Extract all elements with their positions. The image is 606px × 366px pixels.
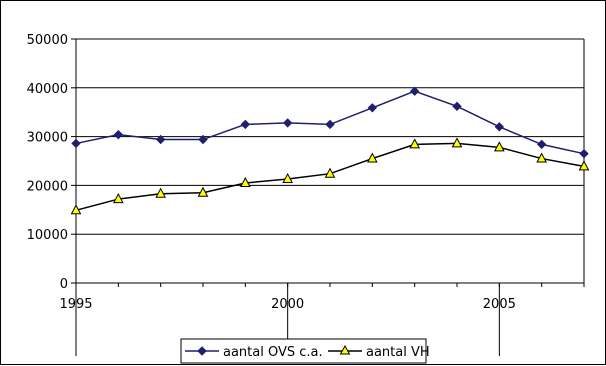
- data-point-ovs: [367, 103, 378, 113]
- data-point-vh: [282, 172, 293, 184]
- data-point-vh: [197, 186, 209, 197]
- legend: aantal OVS c.a. aantal VH: [180, 338, 430, 364]
- data-point-vh: [367, 152, 378, 163]
- tick-label-y: 0: [60, 277, 68, 292]
- axis-layer: 0 10000 20000 30000 40000 50000 1995 2000 2005: [27, 33, 585, 356]
- data-point-ovs: [452, 101, 462, 112]
- data-point-ovs: [579, 148, 589, 159]
- data-point-ovs: [198, 134, 208, 145]
- data-point-vh: [240, 176, 251, 187]
- data-point-vh: [451, 137, 463, 148]
- legend-box: [180, 338, 427, 364]
- legend-label-vh: aantal VH: [366, 345, 430, 360]
- data-point-ovs: [113, 129, 124, 140]
- data-point-vh: [324, 167, 336, 178]
- legend-marker-vh: [339, 344, 351, 355]
- data-point-ovs: [71, 138, 81, 149]
- data-point-vh: [536, 152, 547, 163]
- data-point-ovs: [155, 134, 166, 145]
- tick-label-y: 50000: [27, 33, 68, 48]
- tick-label-x: 1995: [59, 297, 92, 312]
- data-point-ovs: [282, 118, 293, 128]
- data-point-vh: [409, 138, 420, 149]
- tick-label-x: 2005: [483, 297, 516, 312]
- data-point-ovs: [409, 86, 420, 96]
- data-point-vh: [155, 187, 166, 198]
- data-point-ovs: [240, 119, 251, 130]
- tick-label-y: 40000: [27, 82, 68, 97]
- tick-label-y: 10000: [27, 228, 68, 243]
- data-point-vh: [70, 204, 82, 215]
- data-point-vh: [578, 160, 590, 171]
- series-layer: [70, 86, 590, 215]
- data-point-ovs: [536, 139, 547, 150]
- data-point-ovs: [325, 119, 335, 130]
- data-point-ovs: [494, 122, 505, 132]
- grid-layer: [76, 38, 585, 283]
- tick-label-y: 30000: [27, 131, 68, 146]
- data-point-vh: [494, 141, 505, 152]
- legend-label-ovs: aantal OVS c.a.: [223, 345, 323, 360]
- legend-marker-ovs: [197, 346, 207, 356]
- tick-label-y: 20000: [27, 179, 68, 194]
- data-point-vh: [113, 192, 124, 204]
- tick-label-x: 2000: [271, 297, 304, 312]
